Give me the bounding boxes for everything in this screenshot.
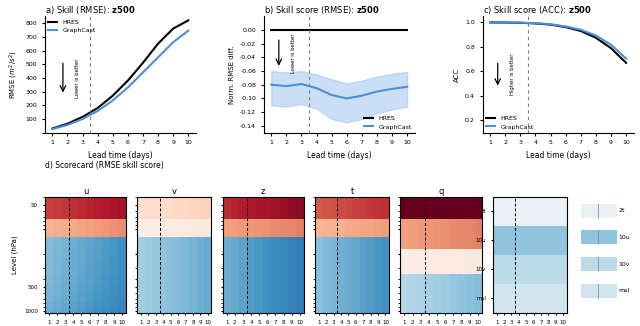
GraphCast bbox=[63, 123, 71, 127]
Title: u: u bbox=[83, 187, 88, 196]
Y-axis label: Level (hPa): Level (hPa) bbox=[12, 235, 19, 274]
Y-axis label: ACC: ACC bbox=[454, 67, 460, 82]
Line: GraphCast: GraphCast bbox=[490, 22, 626, 59]
HRES bbox=[562, 25, 570, 29]
GraphCast bbox=[532, 21, 540, 25]
GraphCast bbox=[282, 84, 290, 88]
GraphCast bbox=[373, 90, 381, 94]
HRES bbox=[486, 21, 494, 24]
GraphCast bbox=[358, 94, 365, 98]
Line: HRES: HRES bbox=[52, 21, 188, 128]
Text: c) Skill score (ACC): $\mathbf{z500}$: c) Skill score (ACC): $\mathbf{z500}$ bbox=[483, 4, 591, 16]
GraphCast bbox=[170, 40, 177, 44]
HRES bbox=[501, 21, 509, 24]
Text: 10u: 10u bbox=[618, 235, 630, 240]
Bar bbox=[581, 230, 617, 244]
Title: z: z bbox=[261, 187, 266, 196]
Text: 10v: 10v bbox=[618, 261, 630, 267]
Text: 2t: 2t bbox=[618, 208, 625, 213]
Title: t: t bbox=[351, 187, 354, 196]
GraphCast bbox=[388, 87, 396, 91]
GraphCast bbox=[343, 96, 351, 100]
GraphCast bbox=[79, 117, 86, 121]
HRES bbox=[388, 28, 396, 32]
HRES bbox=[358, 28, 365, 32]
GraphCast bbox=[124, 85, 132, 89]
GraphCast bbox=[109, 98, 116, 102]
GraphCast bbox=[547, 22, 554, 26]
Bar bbox=[581, 284, 617, 298]
GraphCast bbox=[154, 55, 162, 59]
Text: d) Scorecard (RMSE skill score): d) Scorecard (RMSE skill score) bbox=[45, 161, 164, 170]
HRES bbox=[170, 27, 177, 31]
HRES bbox=[373, 28, 381, 32]
HRES bbox=[532, 22, 540, 25]
GraphCast bbox=[607, 43, 615, 47]
GraphCast bbox=[486, 21, 494, 24]
X-axis label: Lead time (days): Lead time (days) bbox=[88, 151, 152, 160]
GraphCast bbox=[577, 28, 584, 32]
HRES bbox=[328, 28, 335, 32]
HRES bbox=[592, 36, 600, 40]
HRES bbox=[516, 21, 524, 25]
GraphCast bbox=[298, 82, 305, 86]
HRES bbox=[622, 61, 630, 65]
HRES bbox=[109, 94, 116, 98]
HRES bbox=[577, 29, 584, 33]
GraphCast bbox=[268, 83, 275, 87]
Title: v: v bbox=[172, 187, 177, 196]
Legend: HRES, GraphCast: HRES, GraphCast bbox=[364, 116, 412, 129]
HRES bbox=[403, 28, 411, 32]
GraphCast bbox=[622, 57, 630, 61]
Line: HRES: HRES bbox=[490, 22, 626, 63]
Y-axis label: Norm. RMSE diff.: Norm. RMSE diff. bbox=[228, 45, 234, 104]
Title: q: q bbox=[438, 187, 444, 196]
GraphCast bbox=[562, 24, 570, 28]
GraphCast bbox=[516, 21, 524, 25]
Y-axis label: RMSE ($m^2/s^2$): RMSE ($m^2/s^2$) bbox=[8, 50, 20, 99]
HRES bbox=[139, 61, 147, 65]
HRES bbox=[184, 19, 192, 22]
Text: a) Skill (RMSE): $\mathbf{z500}$: a) Skill (RMSE): $\mathbf{z500}$ bbox=[45, 4, 135, 16]
HRES bbox=[298, 28, 305, 32]
GraphCast bbox=[94, 109, 102, 113]
HRES bbox=[154, 42, 162, 46]
Bar bbox=[581, 204, 617, 217]
GraphCast bbox=[184, 29, 192, 33]
Line: GraphCast: GraphCast bbox=[271, 84, 407, 98]
Legend: HRES, GraphCast: HRES, GraphCast bbox=[48, 20, 95, 33]
HRES bbox=[124, 79, 132, 82]
Text: b) Skill score (RMSE): $\mathbf{z500}$: b) Skill score (RMSE): $\mathbf{z500}$ bbox=[264, 4, 380, 16]
Text: Higher is better: Higher is better bbox=[510, 54, 515, 95]
GraphCast bbox=[592, 34, 600, 37]
GraphCast bbox=[139, 70, 147, 74]
X-axis label: Lead time (days): Lead time (days) bbox=[526, 151, 591, 160]
GraphCast bbox=[501, 21, 509, 24]
HRES bbox=[49, 126, 56, 130]
HRES bbox=[547, 23, 554, 27]
Text: Lower is better: Lower is better bbox=[75, 58, 80, 98]
HRES bbox=[607, 46, 615, 50]
X-axis label: Lead time (days): Lead time (days) bbox=[307, 151, 371, 160]
GraphCast bbox=[328, 93, 335, 97]
Text: msl: msl bbox=[618, 289, 629, 293]
Line: GraphCast: GraphCast bbox=[52, 31, 188, 129]
GraphCast bbox=[403, 85, 411, 89]
Bar bbox=[581, 257, 617, 271]
HRES bbox=[313, 28, 321, 32]
HRES bbox=[79, 115, 86, 119]
HRES bbox=[63, 122, 71, 126]
Text: Lower is better: Lower is better bbox=[291, 34, 296, 73]
HRES bbox=[343, 28, 351, 32]
HRES bbox=[268, 28, 275, 32]
GraphCast bbox=[49, 127, 56, 131]
HRES bbox=[282, 28, 290, 32]
HRES bbox=[94, 106, 102, 110]
GraphCast bbox=[313, 86, 321, 90]
Legend: HRES, GraphCast: HRES, GraphCast bbox=[486, 116, 534, 129]
